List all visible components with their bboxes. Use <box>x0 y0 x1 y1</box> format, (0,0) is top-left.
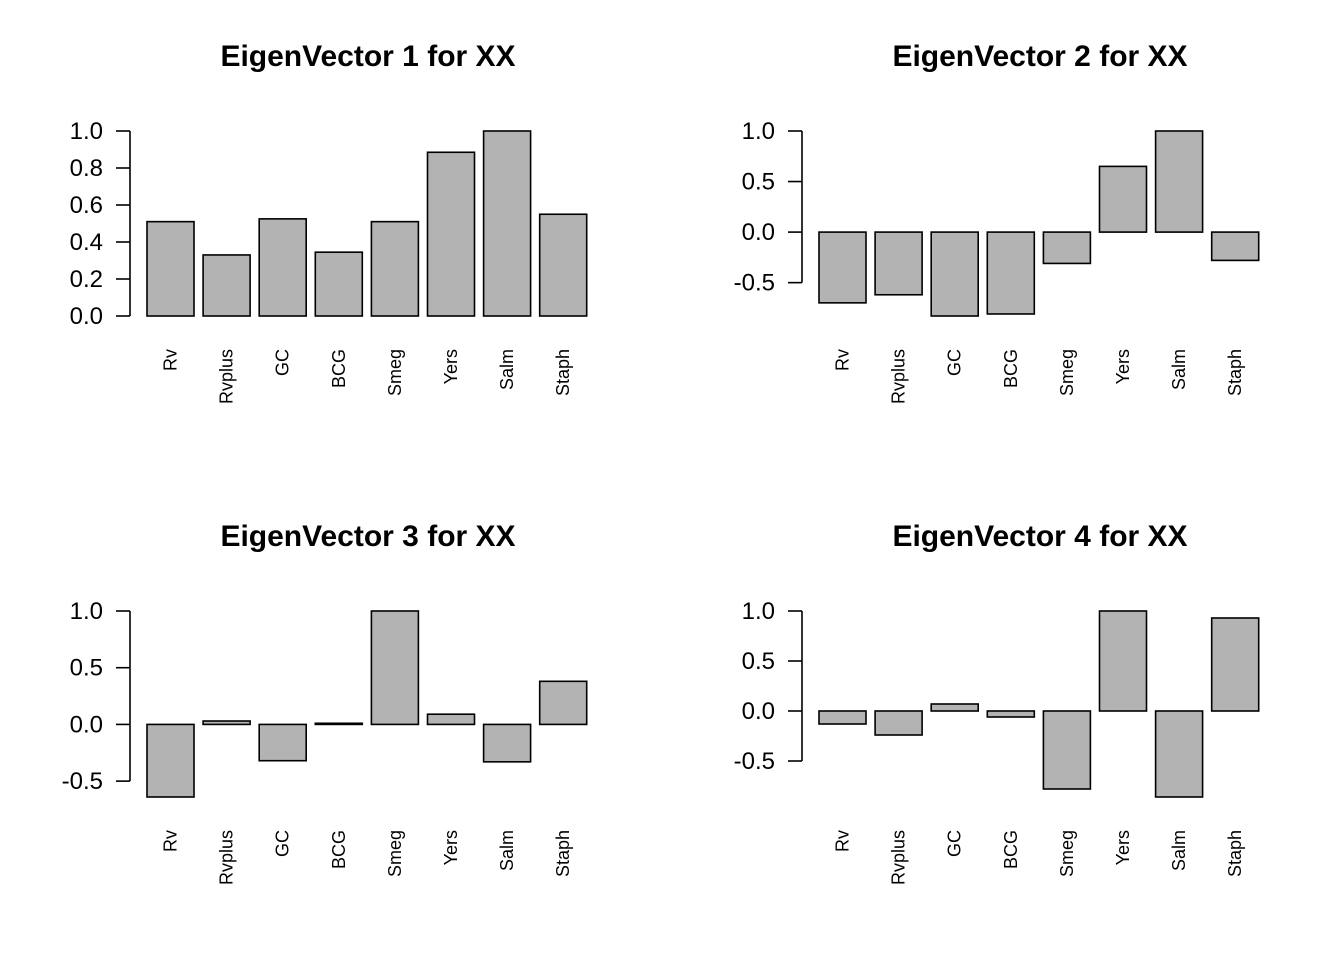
x-tick-label-smeg: Smeg <box>1057 349 1077 396</box>
y-tick-label: 0.0 <box>742 698 775 725</box>
x-tick-label-gc: GC <box>945 349 965 376</box>
bar-yers <box>1098 610 1148 712</box>
x-tick-label-staph: Staph <box>1225 830 1245 877</box>
bar-yers <box>426 713 476 726</box>
y-tick-label: 0.0 <box>742 219 775 246</box>
x-tick-label-rvplus: Rvplus <box>889 349 909 404</box>
x-tick-label-yers: Yers <box>1113 349 1133 384</box>
chart-panel-2: EigenVector 2 for XX -0.5 0.0 0.5 1.0 Rv Rvplu… <box>734 40 1260 404</box>
bar-rvplus <box>874 710 923 736</box>
chart-title: EigenVector 1 for XX <box>220 40 515 73</box>
bar-rvplus <box>202 720 251 726</box>
y-tick-label: 0.0 <box>70 711 103 738</box>
y-tick-label: 1.0 <box>70 118 103 145</box>
bar-smeg <box>1042 710 1092 790</box>
y-tick-label: -0.5 <box>62 768 103 795</box>
y-tick-label: 0.8 <box>70 155 103 182</box>
x-tick-label-smeg: Smeg <box>385 349 405 396</box>
y-tick-label: 1.0 <box>742 598 775 625</box>
x-tick-label-staph: Staph <box>1225 349 1245 396</box>
bar-salm <box>482 130 532 317</box>
bar-staph <box>538 680 588 726</box>
bar-bcg <box>314 251 364 317</box>
bar-rv <box>146 220 195 317</box>
bar-staph <box>1210 231 1260 262</box>
bar-rvplus <box>202 254 251 317</box>
bar-gc <box>258 723 308 762</box>
y-tick-label: 1.0 <box>70 598 103 625</box>
x-tick-label-rv: Rv <box>161 349 181 371</box>
bar-yers <box>426 151 476 317</box>
x-tick-label-gc: GC <box>273 349 293 376</box>
bar-rvplus <box>874 231 923 296</box>
x-tick-label-salm: Salm <box>1169 830 1189 871</box>
y-tick-label: 0.2 <box>70 266 103 293</box>
chart-panel-3: EigenVector 3 for XX -0.5 0.0 0.5 1.0 Rv Rvplu… <box>62 520 588 885</box>
x-tick-label-salm: Salm <box>497 830 517 871</box>
bar-bcg <box>986 710 1036 718</box>
bar-gc <box>930 231 980 317</box>
x-tick-label-bcg: BCG <box>329 349 349 388</box>
x-tick-label-staph: Staph <box>553 349 573 396</box>
y-tick-label: -0.5 <box>734 270 775 297</box>
bar-smeg <box>370 610 420 726</box>
bar-rv <box>818 231 867 304</box>
x-tick-label-rv: Rv <box>833 349 853 371</box>
chart-title: EigenVector 4 for XX <box>892 520 1187 553</box>
x-tick-label-gc: GC <box>273 830 293 857</box>
chart-panel-4: EigenVector 4 for XX -0.5 0.0 0.5 1.0 Rv Rvplu… <box>734 520 1260 885</box>
x-tick-label-gc: GC <box>945 830 965 857</box>
chart-panel-1: EigenVector 1 for XX 0.0 0.2 0.4 0.6 0.8 1.0 Rv… <box>70 40 588 404</box>
bar-smeg <box>370 220 420 317</box>
bar-smeg <box>1042 231 1092 265</box>
x-tick-label-staph: Staph <box>553 830 573 877</box>
x-tick-label-salm: Salm <box>1169 349 1189 390</box>
x-tick-label-yers: Yers <box>1113 830 1133 865</box>
x-tick-label-salm: Salm <box>497 349 517 390</box>
y-tick-label: 0.5 <box>742 648 775 675</box>
bar-salm <box>1154 130 1204 233</box>
x-tick-label-rv: Rv <box>161 830 181 852</box>
y-tick-label: 0.6 <box>70 192 103 219</box>
x-tick-label-rvplus: Rvplus <box>889 830 909 885</box>
chart-title: EigenVector 2 for XX <box>892 40 1187 73</box>
x-tick-label-bcg: BCG <box>329 830 349 869</box>
y-tick-label: 1.0 <box>742 118 775 145</box>
bar-gc <box>930 703 980 712</box>
x-tick-label-smeg: Smeg <box>1057 830 1077 877</box>
x-tick-label-bcg: BCG <box>1001 830 1021 869</box>
bar-staph <box>1210 617 1260 712</box>
x-tick-label-yers: Yers <box>441 349 461 384</box>
y-tick-label: 0.4 <box>70 229 103 256</box>
y-tick-label: -0.5 <box>734 748 775 775</box>
bar-bcg <box>314 722 364 726</box>
bar-gc <box>258 218 308 317</box>
bar-rv <box>818 710 867 725</box>
bar-salm <box>1154 710 1204 798</box>
chart-title: EigenVector 3 for XX <box>220 520 515 553</box>
bar-staph <box>538 213 588 317</box>
bar-salm <box>482 723 532 763</box>
y-tick-label: 0.0 <box>70 303 103 330</box>
x-tick-label-rvplus: Rvplus <box>217 349 237 404</box>
x-tick-label-rv: Rv <box>833 830 853 852</box>
bar-yers <box>1098 165 1148 233</box>
x-tick-label-rvplus: Rvplus <box>217 830 237 885</box>
y-tick-label: 0.5 <box>70 655 103 682</box>
bar-rv <box>146 723 195 798</box>
x-tick-label-yers: Yers <box>441 830 461 865</box>
y-tick-label: 0.5 <box>742 169 775 196</box>
bar-bcg <box>986 231 1036 315</box>
x-tick-label-bcg: BCG <box>1001 349 1021 388</box>
x-tick-label-smeg: Smeg <box>385 830 405 877</box>
